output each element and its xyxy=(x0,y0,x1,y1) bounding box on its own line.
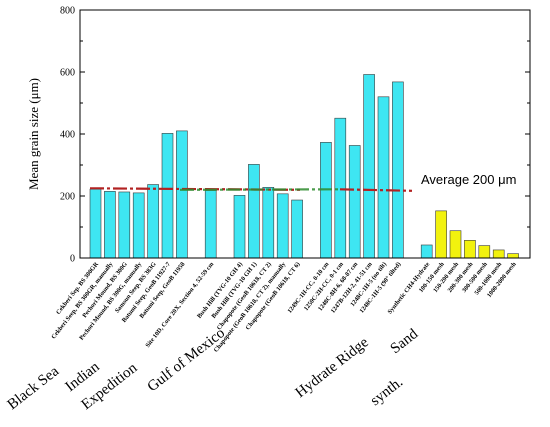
group-label: Black Sea xyxy=(5,363,63,413)
reference-line-layer: Average 200 μm xyxy=(89,172,516,192)
bar xyxy=(176,130,188,259)
bar xyxy=(118,191,131,259)
y-axis-label: Mean grain size (μm) xyxy=(26,78,41,190)
bar xyxy=(233,195,246,259)
bar xyxy=(492,249,505,259)
bar xyxy=(132,192,145,259)
bar xyxy=(449,230,462,259)
bar xyxy=(334,117,347,259)
average-line-red xyxy=(89,187,301,191)
bar xyxy=(104,191,116,259)
bar xyxy=(262,187,275,259)
bar xyxy=(348,145,361,259)
y-tick-label: 600 xyxy=(60,68,75,79)
average-label: Average 200 μm xyxy=(421,172,516,187)
bar xyxy=(478,245,491,259)
bar xyxy=(507,253,519,259)
average-line-red-end xyxy=(339,188,413,192)
bar xyxy=(161,133,174,259)
group-label: Hydrate Ridge xyxy=(293,334,372,401)
average-line-green xyxy=(179,188,341,191)
group-label: synth. xyxy=(368,374,406,409)
bar xyxy=(464,240,476,259)
bar xyxy=(420,244,433,259)
bar xyxy=(435,210,447,259)
y-tick-label: 0 xyxy=(70,254,75,265)
bar xyxy=(89,188,102,259)
bar xyxy=(363,74,375,259)
y-tick-label: 400 xyxy=(60,130,75,141)
group-label: Sand xyxy=(388,326,422,357)
category-label: Cekberi Seep, BS 300GR, manually xyxy=(50,260,115,340)
y-ticks-layer: 0 200 400 600 800 xyxy=(60,6,530,265)
bar xyxy=(377,96,390,259)
y-tick-label: 800 xyxy=(60,6,75,17)
bar xyxy=(204,190,217,259)
bars-layer xyxy=(89,74,519,259)
bar xyxy=(320,142,332,259)
bar xyxy=(248,164,260,259)
bar xyxy=(276,193,289,259)
bar xyxy=(147,184,159,259)
bar xyxy=(291,199,303,259)
bar xyxy=(392,81,404,259)
y-tick-label: 200 xyxy=(60,192,75,203)
